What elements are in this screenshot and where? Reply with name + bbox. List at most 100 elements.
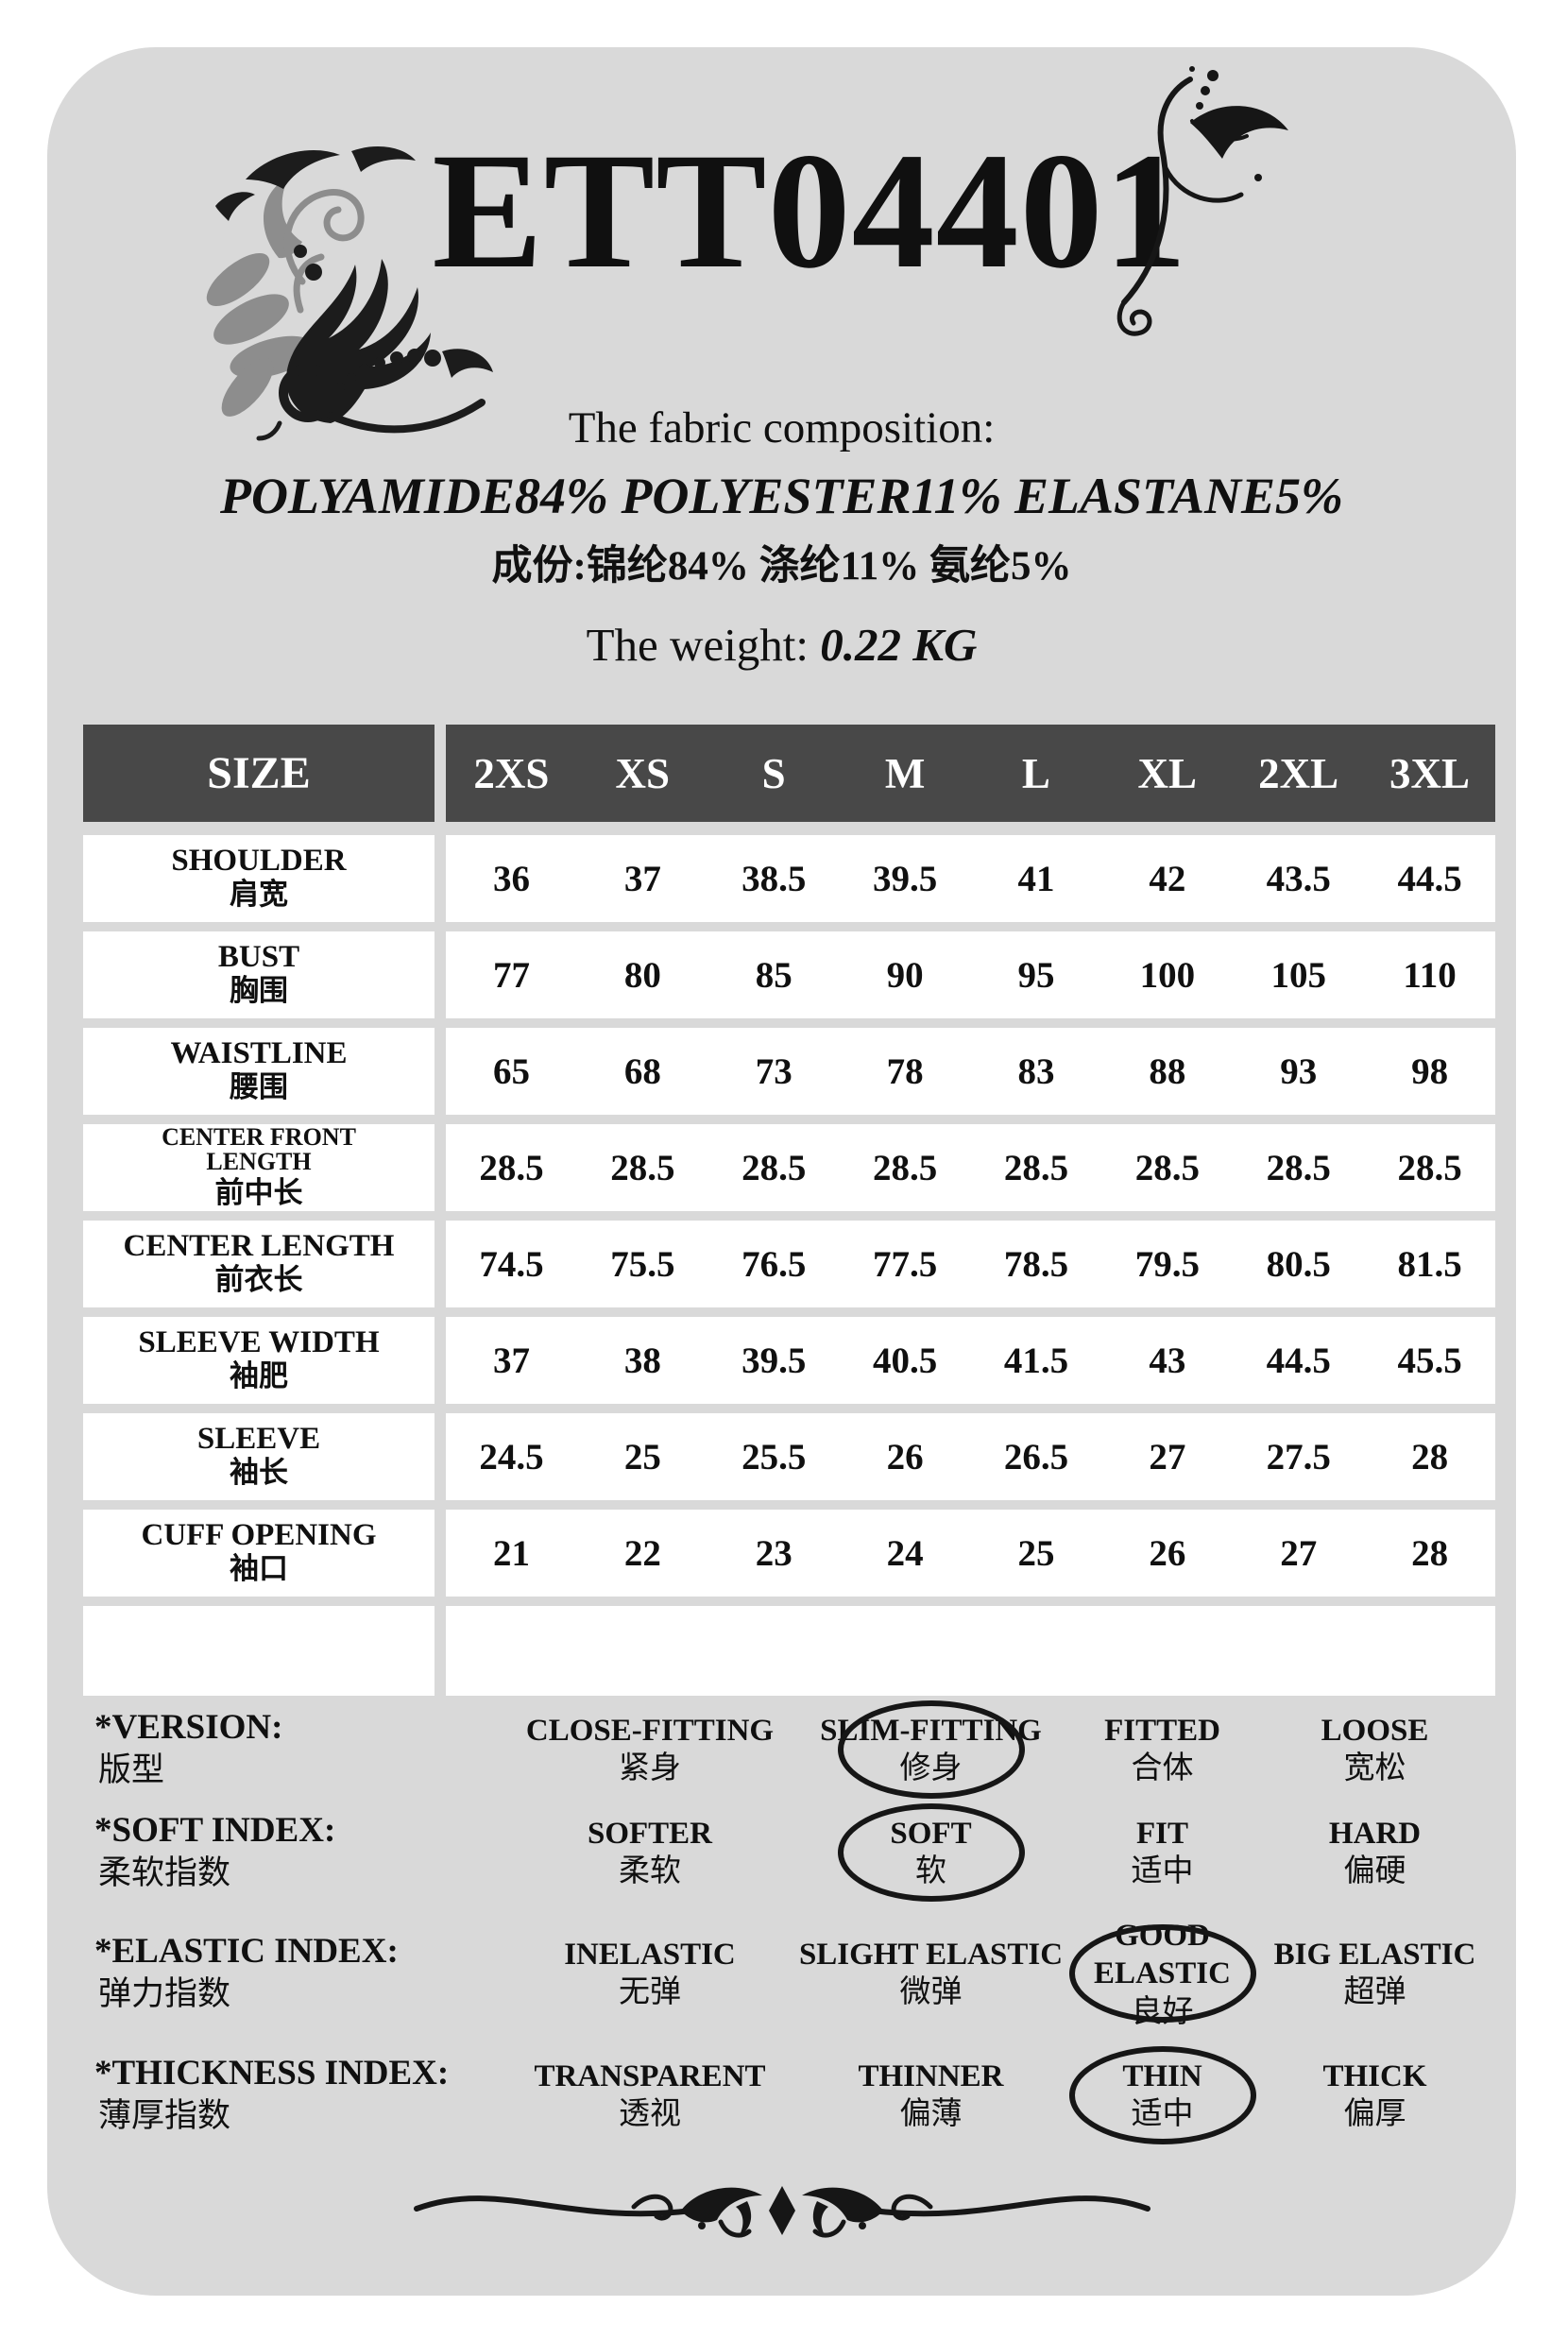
- size-value: 37: [623, 858, 661, 899]
- size-value: 41.5: [1003, 1340, 1069, 1381]
- row-label: SHOULDER 肩宽: [83, 835, 435, 922]
- size-value: 39.5: [872, 858, 938, 899]
- option-zh: 无弹: [619, 1975, 681, 2010]
- composition-chinese: 成份:锦纶84% 涤纶11% 氨纶5%: [491, 544, 1072, 589]
- table-row: CUFF OPENING 袖口 21 22 23 24 25 26 27 28: [83, 1510, 1495, 1597]
- table-row: SHOULDER 肩宽 36 37 38.5 39.5 41 42 43.5 44.5: [83, 835, 1495, 922]
- size-value: 80: [623, 954, 661, 996]
- row-values: 37 38 39.5 40.5 41.5 43 44.5 45.5: [446, 1317, 1495, 1404]
- size-table-header: SIZE 2XS XS S M L XL 2XL 3XL: [83, 725, 1495, 822]
- flourish-right-icon: [1116, 66, 1288, 336]
- option-zh: 偏厚: [1343, 2097, 1406, 2131]
- option-en: INELASTIC: [564, 1938, 736, 1973]
- size-value: 90: [886, 954, 924, 996]
- size-value: 25: [1017, 1532, 1055, 1574]
- option-zh: 合体: [1131, 1751, 1194, 1786]
- index-option: THIN 适中: [1068, 2046, 1256, 2144]
- size-column-header: XL: [1137, 749, 1198, 797]
- option-en: BIG ELASTIC: [1273, 1938, 1476, 1973]
- size-column-header: M: [884, 749, 926, 797]
- empty-label-cell: [83, 1606, 435, 1696]
- size-value: 28.5: [1397, 1147, 1462, 1188]
- size-value: 38.5: [741, 858, 807, 899]
- size-table: SIZE 2XS XS S M L XL 2XL 3XL SHOULDER 肩宽 36 37 38.5…: [83, 725, 1495, 1705]
- index-label-en: *SOFT INDEX:: [94, 1810, 336, 1850]
- size-value: 26: [1149, 1532, 1186, 1574]
- index-option: THINNER 偏薄: [792, 2052, 1070, 2140]
- index-option: GOOD ELASTIC 良好: [1068, 1911, 1256, 2037]
- index-option: CLOSE-FITTING 紧身: [508, 1706, 792, 1794]
- size-value: 28.5: [741, 1147, 807, 1188]
- index-option: SOFTER 柔软: [508, 1809, 792, 1897]
- table-row: SLEEVE WIDTH 袖肥 37 38 39.5 40.5 41.5 43 44.5 45.5: [83, 1317, 1495, 1404]
- row-label-zh: 袖长: [230, 1456, 288, 1490]
- size-value: 78: [886, 1050, 924, 1092]
- size-value: 78.5: [1003, 1243, 1069, 1285]
- row-label-zh: 袖口: [230, 1552, 288, 1586]
- size-columns: 2XS XS S M L XL 2XL 3XL: [446, 725, 1495, 822]
- row-label-en: SLEEVE: [196, 1421, 321, 1456]
- option-en: THICK: [1322, 2058, 1427, 2093]
- product-code: ETT04401: [432, 119, 1188, 303]
- size-value: 27.5: [1266, 1436, 1331, 1477]
- size-column-header: 3XL: [1389, 749, 1471, 797]
- index-label: *ELASTIC INDEX: 弹力指数: [83, 1931, 508, 2016]
- option-zh: 透视: [619, 2097, 681, 2131]
- selection-ellipse: [1068, 1924, 1256, 2024]
- option-en: TRANSPARENT: [534, 2058, 766, 2093]
- size-value: 28.5: [1134, 1147, 1200, 1188]
- size-header-cell: SIZE: [83, 725, 435, 822]
- option-en: FITTED: [1104, 1714, 1220, 1748]
- option-en: SOFTER: [587, 1816, 713, 1851]
- index-label-zh: 柔软指数: [98, 1853, 231, 1891]
- index-row: *ELASTIC INDEX: 弹力指数 INELASTIC 无弹 SLIGHT ELA…: [83, 1911, 1495, 2037]
- index-label-en: *VERSION:: [94, 1708, 283, 1748]
- size-value: 98: [1411, 1050, 1449, 1092]
- table-row: CENTER LENGTH 前衣长 74.5 75.5 76.5 77.5 78.5 79.5…: [83, 1221, 1495, 1307]
- row-values: 28.5 28.5 28.5 28.5 28.5 28.5 28.5 28.5: [446, 1124, 1495, 1211]
- option-zh: 适中: [1131, 1853, 1194, 1888]
- size-value: 28.5: [610, 1147, 675, 1188]
- option-en: THINNER: [858, 2058, 1004, 2093]
- row-label: CUFF OPENING 袖口: [83, 1510, 435, 1597]
- weight-line: The weight: 0.22 KG: [47, 618, 1516, 672]
- index-option: SLIGHT ELASTIC 微弹: [792, 1930, 1070, 2018]
- size-value: 74.5: [479, 1243, 544, 1285]
- row-label-zh: 前衣长: [214, 1263, 303, 1297]
- index-option: SOFT 软: [792, 1802, 1070, 1902]
- row-label: BUST 胸围: [83, 931, 435, 1018]
- size-value: 40.5: [872, 1340, 938, 1381]
- option-zh: 偏薄: [899, 2097, 963, 2131]
- row-label-en: WAISTLINE: [170, 1035, 348, 1070]
- row-label: CENTER LENGTH 前衣长: [83, 1221, 435, 1307]
- size-value: 21: [492, 1532, 530, 1574]
- size-value: 77: [492, 954, 530, 996]
- option-zh: 偏硬: [1343, 1853, 1406, 1888]
- size-value: 80.5: [1266, 1243, 1331, 1285]
- size-value: 75.5: [610, 1243, 675, 1285]
- size-value: 28.5: [1266, 1147, 1331, 1188]
- row-label-en: SLEEVE WIDTH: [138, 1324, 380, 1359]
- size-value: 83: [1017, 1050, 1055, 1092]
- size-value: 41: [1017, 858, 1055, 899]
- size-value: 26: [886, 1436, 924, 1477]
- index-option: INELASTIC 无弹: [508, 1930, 792, 2018]
- index-option: FIT 适中: [1070, 1809, 1254, 1897]
- size-value: 28.5: [1003, 1147, 1069, 1188]
- option-zh: 紧身: [619, 1751, 681, 1786]
- table-row: BUST 胸围 77 80 85 90 95 100 105 110: [83, 931, 1495, 1018]
- table-row-empty: [83, 1606, 1495, 1696]
- composition-english: POLYAMIDE84% POLYESTER11% ELASTANE5%: [219, 468, 1344, 524]
- option-zh: 柔软: [619, 1853, 681, 1888]
- row-label: SLEEVE 袖长: [83, 1413, 435, 1500]
- size-value: 77.5: [872, 1243, 938, 1285]
- option-en: LOOSE: [1321, 1714, 1429, 1748]
- index-label: *VERSION: 版型: [83, 1707, 508, 1792]
- size-value: 24: [886, 1532, 924, 1574]
- index-section: *VERSION: 版型 CLOSE-FITTING 紧身 SLIM-FITTING 修身…: [83, 1700, 1495, 2144]
- option-en: FIT: [1135, 1816, 1188, 1851]
- row-label-en: CENTER LENGTH: [123, 1228, 395, 1263]
- weight-value: 0.22 KG: [820, 619, 978, 671]
- index-row: *THICKNESS INDEX: 薄厚指数 TRANSPARENT 透视 THINNE…: [83, 2046, 1495, 2144]
- size-table-body: SHOULDER 肩宽 36 37 38.5 39.5 41 42 43.5 44.5 BUST 胸围…: [83, 835, 1495, 1597]
